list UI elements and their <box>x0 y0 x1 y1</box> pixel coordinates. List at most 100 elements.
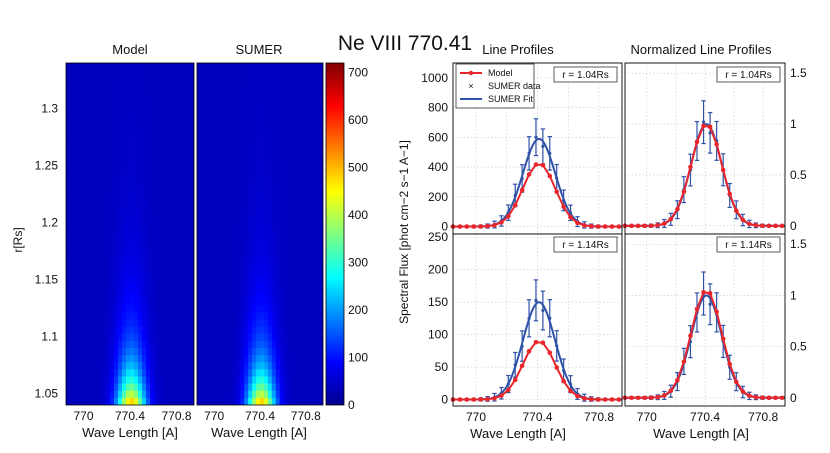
heatmap-cell <box>263 148 269 157</box>
heatmap-cell <box>220 397 226 405</box>
heatmap-cell <box>267 105 273 114</box>
heatmap-cell <box>142 355 147 363</box>
heatmap-cell <box>174 184 179 192</box>
heatmap-cell <box>197 198 202 207</box>
heatmap-cell <box>70 298 75 306</box>
model-point <box>464 397 470 402</box>
heatmap-cell <box>134 226 139 235</box>
heatmap-cell <box>174 376 179 385</box>
heatmap-cell <box>150 355 155 363</box>
heatmap-cell <box>106 70 111 78</box>
heatmap-cell <box>142 298 147 306</box>
heatmap-cell <box>307 276 312 285</box>
heatmap-cell <box>224 333 230 342</box>
heatmap-cell <box>208 340 214 349</box>
heatmap-cell <box>122 112 127 121</box>
heatmap-cell <box>74 248 79 256</box>
heatmap-cell <box>256 355 261 363</box>
heatmap-cell <box>260 205 265 214</box>
heatmap-cell <box>303 184 308 192</box>
model-point <box>499 220 504 225</box>
heatmap-cell <box>260 162 265 171</box>
heatmap-cell <box>200 91 206 100</box>
sumer-data-point <box>701 120 706 124</box>
model-point <box>485 396 490 402</box>
heatmap-cell <box>138 84 143 93</box>
heatmap-cell <box>94 234 99 242</box>
heatmap-cell <box>86 326 91 335</box>
heatmap-cell <box>130 148 135 157</box>
heatmap-cell <box>224 105 230 114</box>
heatmap-cell <box>130 397 135 405</box>
heatmap-cell <box>248 205 253 214</box>
heatmap-cell <box>146 241 151 249</box>
heatmap-cell <box>307 141 312 150</box>
heatmap-cell <box>186 63 191 71</box>
heatmap-cell <box>134 127 139 135</box>
heatmap-cell <box>90 91 95 100</box>
heatmap-cell <box>94 191 99 199</box>
heatmap-cell <box>279 219 285 228</box>
heatmap-cell <box>275 219 281 228</box>
heatmap-cell <box>311 262 316 271</box>
heatmap-cell <box>319 112 323 121</box>
heatmap-cell <box>174 219 179 228</box>
model-heatmap-frame <box>65 62 195 406</box>
heatmap-cell <box>166 376 171 385</box>
heatmap-cell <box>197 169 202 178</box>
heatmap-cell <box>78 148 83 157</box>
heatmap-cell <box>98 248 103 256</box>
heatmap-cell <box>200 184 206 192</box>
heatmap-cell <box>98 362 103 370</box>
heatmap-cell <box>170 141 175 150</box>
heatmap-cell <box>315 269 320 278</box>
heatmap-cell <box>244 91 249 100</box>
heatmap-cell <box>303 219 308 228</box>
heatmap-cell <box>122 184 127 192</box>
heatmap-cell <box>232 212 237 221</box>
heatmap-cell <box>134 269 139 278</box>
heatmap-cell <box>66 198 71 207</box>
heatmap-cell <box>307 348 312 356</box>
heatmap-cell <box>122 326 127 335</box>
heatmap-cell <box>162 127 167 135</box>
heatmap-cell <box>106 390 111 399</box>
heatmap-cell <box>279 312 285 321</box>
heatmap-cell <box>295 70 300 78</box>
heatmap-cell <box>78 77 83 85</box>
heatmap-cell <box>178 241 183 249</box>
heatmap-cell <box>86 177 91 185</box>
heatmap-cell <box>295 91 300 100</box>
heatmap-cell <box>70 276 75 285</box>
heatmap-cell <box>106 362 111 370</box>
heatmap-cell <box>303 105 308 114</box>
heatmap-cell <box>216 162 222 171</box>
heatmap-cell <box>162 226 167 235</box>
model-point <box>582 396 587 401</box>
heatmap-cell <box>86 91 91 100</box>
heatmap-cell <box>126 77 131 85</box>
heatmap-cell <box>204 241 210 249</box>
heatmap-cell <box>86 319 91 328</box>
heatmap-cell <box>146 127 151 135</box>
heatmap-cell <box>212 77 218 85</box>
heatmap-cell <box>212 319 218 328</box>
heatmap-cell <box>319 312 323 321</box>
heatmap-cell <box>86 120 91 128</box>
heatmap-cell <box>82 134 87 142</box>
heatmap-cell <box>267 298 273 306</box>
heatmap-cell <box>208 283 214 292</box>
heatmap-cell <box>208 134 214 142</box>
heatmap-cell <box>94 226 99 235</box>
heatmap-cell <box>299 120 304 128</box>
heatmap-cell <box>114 162 119 171</box>
heatmap-cell <box>130 248 135 256</box>
model-point <box>642 395 647 401</box>
heatmap-cell <box>82 312 87 321</box>
heatmap-cell <box>212 198 218 207</box>
heatmap-cell <box>70 340 75 349</box>
heatmap-cell <box>110 291 115 299</box>
heatmap-cell <box>78 362 83 370</box>
heatmap-cell <box>178 298 183 306</box>
model-point <box>506 213 511 219</box>
